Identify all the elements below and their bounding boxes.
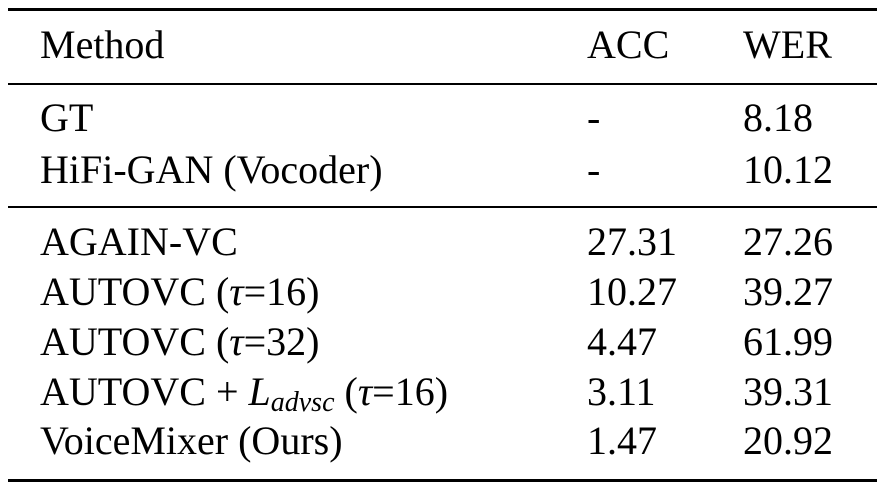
text: =16) bbox=[243, 269, 320, 314]
acc: 3.11 bbox=[587, 369, 656, 414]
wer: 20.92 bbox=[743, 418, 833, 463]
math: L bbox=[248, 369, 271, 414]
math-subscript: advsc bbox=[270, 387, 335, 418]
method: AUTOVC (τ=16) bbox=[40, 269, 319, 315]
method: VoiceMixer (Ours) bbox=[40, 418, 343, 463]
method: GT bbox=[40, 95, 94, 140]
top-rule bbox=[8, 8, 877, 11]
wer: 39.27 bbox=[743, 269, 833, 314]
header-row: Method ACC WER bbox=[0, 22, 887, 68]
text: AUTOVC ( bbox=[40, 269, 230, 314]
header-cell: WER bbox=[743, 22, 832, 67]
text: AUTOVC + bbox=[40, 369, 249, 414]
wer: 61.99 bbox=[743, 319, 833, 364]
wer: 39.31 bbox=[743, 369, 833, 414]
math: τ bbox=[229, 269, 244, 314]
text: ( bbox=[334, 369, 358, 414]
acc: 10.27 bbox=[587, 269, 677, 314]
method: HiFi-GAN (Vocoder) bbox=[40, 147, 383, 192]
text: =16) bbox=[372, 369, 449, 414]
text: =32) bbox=[243, 319, 320, 364]
mid-rule bbox=[8, 83, 877, 85]
row: AUTOVC (τ=16) 10.27 39.27 bbox=[0, 269, 887, 315]
method: AGAIN-VC bbox=[40, 219, 238, 264]
bottom-rule bbox=[8, 479, 877, 482]
method: AUTOVC + Ladvsc (τ=16) bbox=[40, 369, 449, 418]
wer: 10.12 bbox=[743, 147, 833, 192]
wer: 8.18 bbox=[743, 95, 813, 140]
row: VoiceMixer (Ours) 1.47 20.92 bbox=[0, 418, 887, 464]
row: AGAIN-VC 27.31 27.26 bbox=[0, 219, 887, 265]
acc: 4.47 bbox=[587, 319, 657, 364]
method: AUTOVC (τ=32) bbox=[40, 319, 319, 365]
math: τ bbox=[357, 369, 373, 414]
row: AUTOVC + Ladvsc (τ=16) 3.11 39.31 bbox=[0, 369, 887, 418]
row: AUTOVC (τ=32) 4.47 61.99 bbox=[0, 319, 887, 365]
header-cell: ACC bbox=[587, 22, 670, 67]
wer: 27.26 bbox=[743, 219, 833, 264]
acc: 27.31 bbox=[587, 219, 677, 264]
row: HiFi-GAN (Vocoder) - 10.12 bbox=[0, 147, 887, 193]
text: AUTOVC ( bbox=[40, 319, 230, 364]
mid-rule bbox=[8, 206, 877, 208]
math: τ bbox=[229, 319, 244, 364]
acc: - bbox=[587, 95, 601, 140]
acc: - bbox=[587, 147, 601, 192]
row: GT - 8.18 bbox=[0, 95, 887, 141]
header-cell: Method bbox=[40, 22, 165, 67]
acc: 1.47 bbox=[587, 418, 657, 463]
